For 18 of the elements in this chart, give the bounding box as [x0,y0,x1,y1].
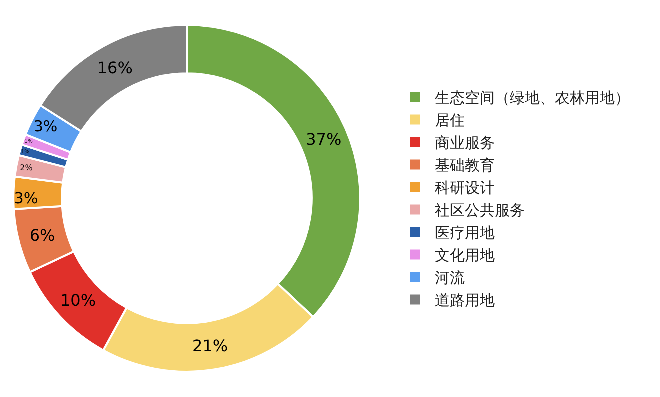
legend-label: 医疗用地 [435,224,495,242]
legend-label: 科研设计 [435,179,495,198]
data-label: 6% [30,226,56,246]
data-label: 3% [34,118,58,136]
data-label: 21% [192,336,228,356]
legend-label: 居住 [435,112,465,130]
data-label: 10% [60,291,96,310]
legend-label: 生态空间（绿地、农林用地） [435,89,630,108]
legend-label: 基础教育 [435,156,495,175]
legend-label: 商业服务 [435,134,495,152]
data-label: 3% [14,190,38,208]
legend-label: 社区公共服务 [435,202,525,220]
data-label: 37% [306,130,342,149]
legend-label: 道路用地 [435,292,495,310]
data-label: 2% [20,163,34,172]
data-label: 16% [97,58,133,78]
legend-label: 文化用地 [435,246,495,265]
legend-label: 河流 [435,269,465,288]
